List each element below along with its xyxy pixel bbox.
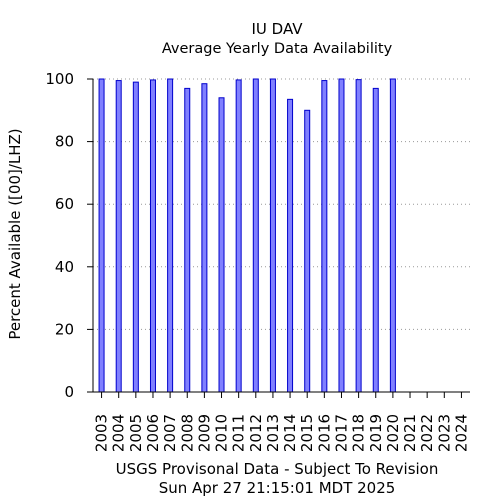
bar-2016	[321, 80, 328, 393]
x-tick-label: 2016	[315, 414, 333, 452]
x-tick-label: 2023	[435, 414, 453, 452]
x-tick-label: 2008	[178, 414, 196, 452]
x-tick-label: 2019	[367, 414, 385, 452]
bar-2009	[201, 83, 208, 393]
y-tick-label: 100	[45, 70, 74, 88]
x-tick-label: 2024	[452, 414, 470, 452]
x-tick-labels: 2003 2004 2005 2006 2007 2008 2009 2010 2011 2012…	[93, 414, 471, 452]
timestamp: Sun Apr 27 21:15:01 MDT 2025	[159, 479, 396, 497]
y-tick-label: 40	[55, 258, 74, 276]
bar-2019	[372, 87, 379, 393]
x-tick-label: 2014	[281, 414, 299, 452]
bar-2015	[304, 109, 311, 393]
bar-2020	[389, 78, 396, 393]
x-tick-label: 2004	[110, 414, 128, 452]
x-tick-label: 2013	[264, 414, 282, 452]
x-tick-label: 2003	[93, 414, 111, 452]
bar-2017	[338, 78, 345, 393]
chart-title: IU DAV	[251, 20, 303, 38]
bar-2006	[149, 79, 156, 393]
chart-subtitle: Average Yearly Data Availability	[162, 41, 393, 57]
bar-2008	[184, 87, 191, 393]
x-tick-label: 2011	[230, 414, 248, 452]
bar-2012	[252, 78, 259, 393]
bar-2003	[98, 78, 105, 393]
x-tick-label: 2010	[213, 414, 231, 452]
x-tick-label: 2005	[127, 414, 145, 452]
y-tick-label: 0	[64, 383, 74, 401]
x-tick-label: 2017	[332, 414, 350, 452]
y-axis-label: Percent Available ([00]/LHZ)	[6, 128, 24, 339]
x-tick-label: 2012	[247, 414, 265, 452]
x-tick-label: 2015	[298, 414, 316, 452]
bar-2018	[355, 79, 362, 393]
x-tick-label: 2006	[144, 414, 162, 452]
bar-2011	[235, 79, 242, 393]
bars-layer	[98, 78, 396, 393]
grid-layer	[93, 78, 470, 330]
y-tick-label: 80	[55, 133, 74, 151]
bar-2005	[132, 81, 139, 393]
x-tick-label: 2007	[161, 414, 179, 452]
y-tick-label: 60	[55, 195, 74, 213]
x-tick-label: 2018	[350, 414, 368, 452]
y-tick-label: 20	[55, 320, 74, 338]
bar-2007	[167, 78, 174, 393]
x-axis-label: USGS Provisonal Data - Subject To Revisi…	[116, 460, 439, 478]
y-tick-labels: 0 20 40 60 80 100	[45, 70, 74, 401]
x-tick-label: 2009	[195, 414, 213, 452]
bar-2013	[269, 78, 276, 393]
axis-layer	[87, 78, 470, 398]
x-tick-label: 2021	[401, 414, 419, 452]
x-tick-label: 2020	[384, 414, 402, 452]
bar-2010	[218, 97, 225, 393]
x-tick-label: 2022	[418, 414, 436, 452]
bar-2004	[115, 80, 122, 393]
bar-2014	[287, 98, 294, 393]
